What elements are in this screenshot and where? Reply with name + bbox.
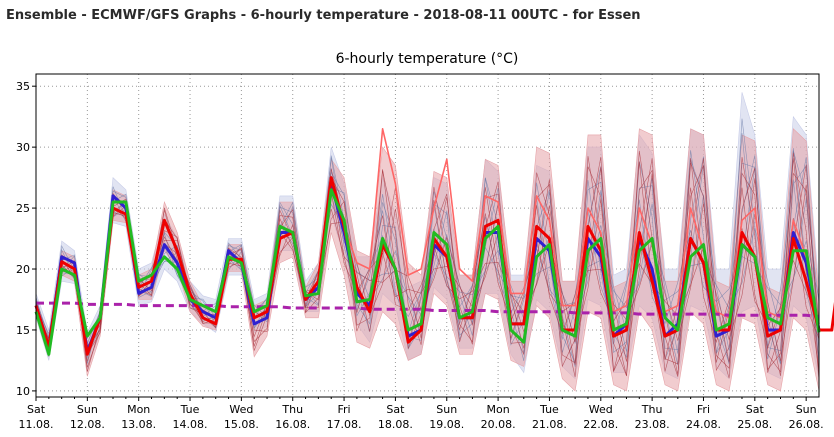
climate-line — [36, 301, 820, 319]
x-tick-date-label: 17.08. — [327, 418, 362, 431]
x-tick-date-label: 16.08. — [275, 418, 310, 431]
chart-title: 6-hourly temperature (°C) — [336, 51, 519, 67]
x-tick-day-label: Sat — [27, 403, 46, 416]
x-tick-day-label: Sun — [436, 403, 457, 416]
x-tick-date-label: 25.08. — [737, 418, 772, 431]
x-tick-date-label: 12.08. — [70, 418, 105, 431]
x-tick-day-label: Thu — [281, 403, 303, 416]
x-axis: Sat 11.08. Sun 12.08. Mon 13.08. Tue 14.08. Wed 1… — [19, 397, 824, 431]
y-tick-label: 15 — [16, 324, 30, 337]
x-tick-day-label: Sat — [386, 403, 405, 416]
y-axis: 10 15 20 25 30 35 — [16, 80, 36, 398]
x-tick-date-label: 11.08. — [19, 418, 54, 431]
x-tick-day-label: Wed — [589, 403, 613, 416]
x-tick-date-label: 18.08. — [378, 418, 413, 431]
x-tick-day-label: Fri — [338, 403, 351, 416]
plot-frame — [35, 73, 820, 398]
x-tick-day-label: Mon — [486, 403, 509, 416]
y-tick-label: 10 — [16, 385, 30, 398]
x-tick-date-label: 24.08. — [686, 418, 721, 431]
y-tick-label: 35 — [16, 80, 30, 93]
x-tick-date-label: 23.08. — [635, 418, 670, 431]
x-tick-date-label: 15.08. — [224, 418, 259, 431]
x-tick-day-label: Sat — [746, 403, 765, 416]
x-tick-day-label: Wed — [229, 403, 253, 416]
x-tick-day-label: Sun — [77, 403, 98, 416]
page-header-title: Ensemble - ECMWF/GFS Graphs - 6-hourly t… — [6, 8, 641, 23]
y-tick-label: 20 — [16, 263, 30, 276]
x-tick-date-label: 13.08. — [121, 418, 156, 431]
x-tick-date-label: 22.08. — [583, 418, 618, 431]
x-tick-day-label: Fri — [697, 403, 710, 416]
x-tick-date-label: 21.08. — [532, 418, 567, 431]
x-tick-day-label: Tue — [539, 403, 559, 416]
x-tick-day-label: Sun — [796, 403, 817, 416]
green-series-line — [34, 188, 821, 356]
y-tick-label: 30 — [16, 141, 30, 154]
y-tick-label: 25 — [16, 202, 30, 215]
line-layer — [34, 128, 834, 356]
x-tick-date-label: 26.08. — [789, 418, 824, 431]
x-tick-day-label: Thu — [641, 403, 663, 416]
x-tick-day-label: Tue — [180, 403, 200, 416]
x-tick-day-label: Mon — [127, 403, 150, 416]
x-tick-date-label: 19.08. — [429, 418, 464, 431]
x-tick-date-label: 14.08. — [173, 418, 208, 431]
x-tick-date-label: 20.08. — [481, 418, 516, 431]
